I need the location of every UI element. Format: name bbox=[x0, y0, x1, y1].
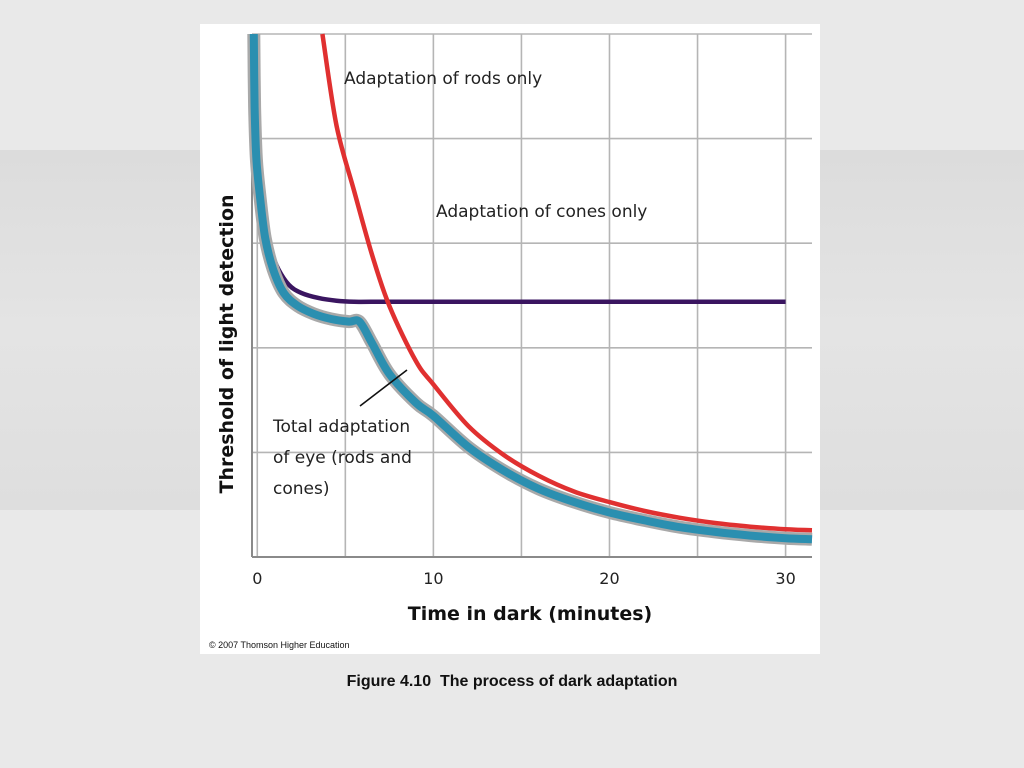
series-line-total bbox=[249, 33, 813, 544]
x-tick-label: 10 bbox=[423, 569, 443, 588]
figure-caption: Figure 4.10 The process of dark adaptati… bbox=[346, 673, 678, 690]
x-tick-label: 0 bbox=[252, 569, 262, 588]
x-tick-label: 20 bbox=[599, 569, 619, 588]
x-tick-labels: 0 10 20 30 bbox=[252, 569, 796, 588]
annotation-rods: Adaptation of rods only bbox=[344, 69, 542, 89]
annotation-cones-line: Adaptation of cones only bbox=[436, 202, 647, 222]
figure-panel: 0 10 20 30 Adaptation of rods only Adaptatio… bbox=[200, 24, 820, 654]
series-line-rods bbox=[320, 33, 813, 533]
annotation-total-line: cones) bbox=[273, 479, 329, 499]
y-axis-title: Threshold of light detection bbox=[216, 194, 238, 493]
annotation-total-line: Total adaptation bbox=[272, 417, 410, 437]
series-layer bbox=[247, 33, 813, 546]
annotation-cones: Adaptation of cones only bbox=[436, 202, 647, 222]
x-tick-label: 30 bbox=[775, 569, 795, 588]
x-axis-title: Time in dark (minutes) bbox=[408, 603, 652, 625]
annotations: Adaptation of rods only Adaptation of con… bbox=[272, 69, 647, 499]
copyright-notice: © 2007 Thomson Higher Education bbox=[209, 640, 350, 650]
dark-adaptation-chart: 0 10 20 30 Adaptation of rods onlyAdaptatio… bbox=[216, 33, 813, 625]
annotation-total: Total adaptation of eye (rods and cones) bbox=[272, 417, 412, 499]
annotation-total-line: of eye (rods and bbox=[273, 448, 412, 468]
annotation-rods-line: Adaptation of rods only bbox=[344, 69, 542, 89]
annotation-total-leader bbox=[359, 369, 408, 407]
